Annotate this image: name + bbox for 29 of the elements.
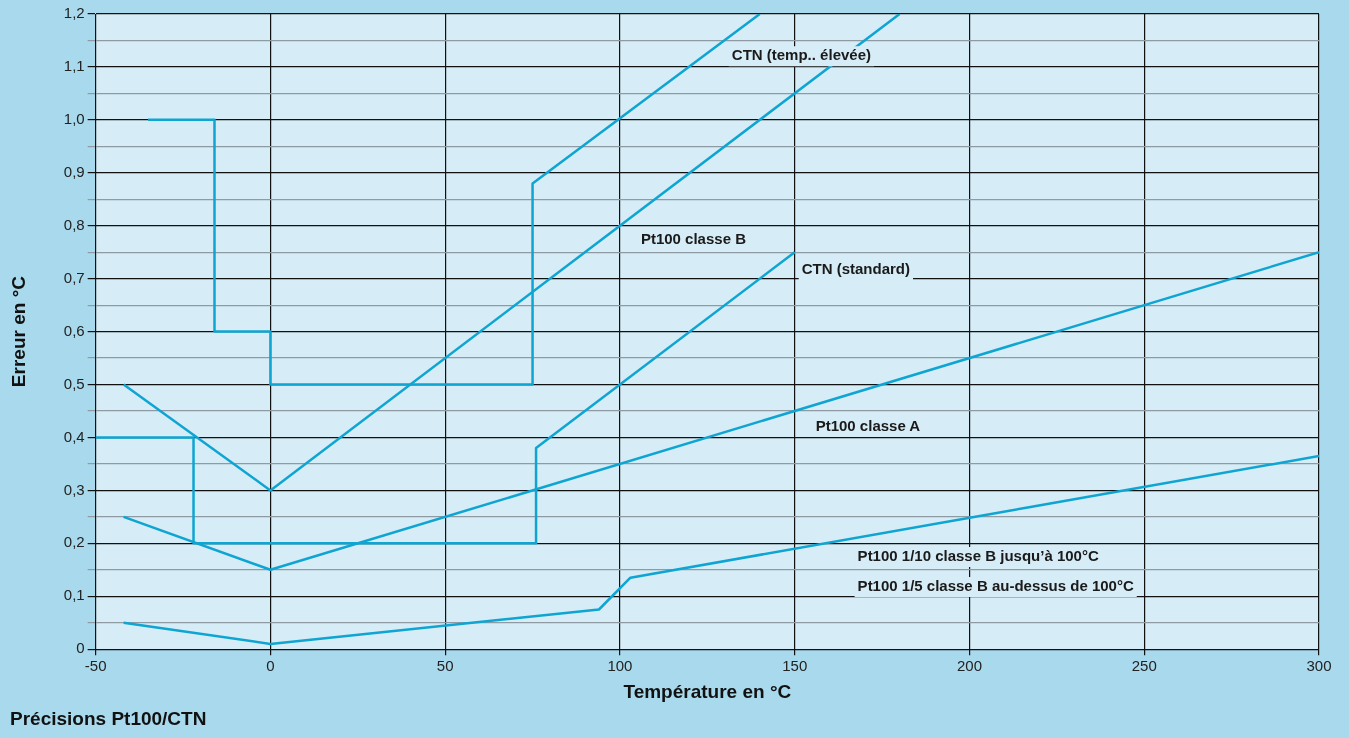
y-tick-label: 0,9 bbox=[63, 162, 85, 180]
x-axis-title: Température en °C bbox=[623, 680, 792, 702]
y-tick-label: 1,0 bbox=[63, 110, 85, 128]
y-tick-label: 0,4 bbox=[63, 427, 85, 445]
x-tick-label: 150 bbox=[782, 657, 808, 675]
series-label: CTN (temp.. élevée) bbox=[731, 46, 872, 64]
y-axis-title: Erreur en °C bbox=[7, 275, 29, 388]
y-tick-label: 0,3 bbox=[63, 480, 85, 498]
x-tick-label: -50 bbox=[84, 657, 107, 675]
series-label: Pt100 classe B bbox=[640, 230, 747, 248]
y-tick-label: 0,2 bbox=[63, 533, 85, 551]
y-tick-label: 0,1 bbox=[63, 586, 85, 604]
y-tick-label: 0,6 bbox=[63, 321, 85, 339]
x-tick-label: 200 bbox=[956, 657, 982, 675]
x-tick-label: 50 bbox=[436, 657, 454, 675]
y-tick-label: 1,1 bbox=[63, 57, 85, 75]
x-tick-label: 300 bbox=[1306, 657, 1332, 675]
text: Précisions Pt100/CTN bbox=[10, 708, 207, 730]
x-tick-label: 0 bbox=[266, 657, 275, 675]
y-tick-label: 0,7 bbox=[63, 268, 85, 286]
x-tick-label: 100 bbox=[607, 657, 633, 675]
y-tick-label: 0,5 bbox=[63, 374, 85, 392]
series-label: Pt100 1/10 classe B jusqu’à 100°C Pt100 1/5 classe B au-dessus de 100°C bbox=[857, 547, 1134, 595]
x-tick-label: 250 bbox=[1131, 657, 1157, 675]
y-tick-label: 0,8 bbox=[63, 215, 85, 233]
series-label: Pt100 classe A bbox=[815, 417, 921, 435]
series-label: CTN (standard) bbox=[801, 260, 911, 278]
y-tick-label: 1,2 bbox=[63, 4, 85, 22]
y-tick-label: 0 bbox=[76, 639, 85, 657]
